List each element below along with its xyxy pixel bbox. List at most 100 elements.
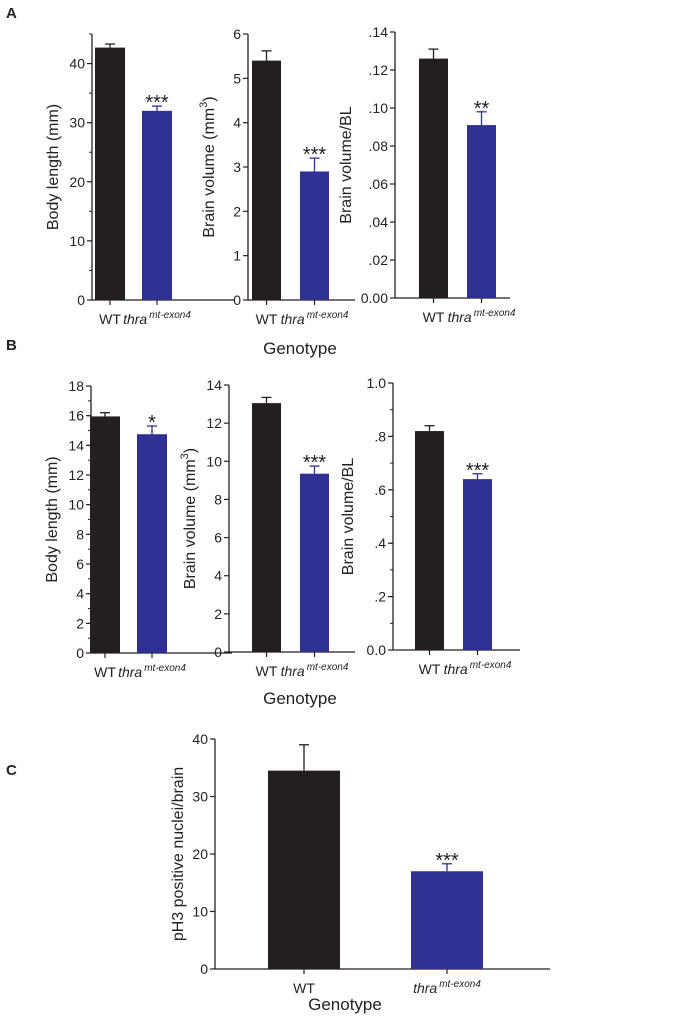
x-tick-label-superscript: mt-exon4	[149, 310, 191, 321]
significance-marker: ***	[435, 850, 459, 872]
y-tick-label: .12	[369, 62, 389, 78]
y-tick-label: 16	[68, 408, 84, 424]
y-tick-label: 12	[68, 467, 84, 483]
x-tick-label-base: thra	[448, 309, 472, 325]
y-tick-label: .2	[374, 589, 386, 605]
y-tick-label: 10	[192, 904, 208, 920]
y-axis-title-text: Brain volume (mm	[201, 108, 218, 238]
y-axis-title-text: Body length (mm)	[44, 456, 61, 582]
bar-mutant	[300, 473, 329, 652]
bar-wt	[90, 416, 120, 653]
y-axis-title: Brain volume/BL	[338, 106, 355, 223]
bar-mutant	[300, 171, 329, 300]
x-tick-label-base: WT	[99, 311, 121, 327]
x-tick-label: WT	[256, 311, 278, 327]
bar-wt	[415, 431, 444, 650]
panel-label-A: A	[6, 5, 17, 22]
x-tick-label: thra mt-exon4	[448, 308, 516, 325]
x-tick-label: thra mt-exon4	[444, 660, 512, 677]
y-tick-label: 14	[206, 377, 222, 393]
y-tick-label: 0.0	[367, 642, 387, 658]
y-tick-label: 0	[233, 292, 241, 308]
x-tick-label-base: thra	[444, 661, 468, 677]
x-tick-label: thra mt-exon4	[123, 310, 191, 327]
bar-mutant	[463, 479, 492, 650]
x-tick-label: WT	[94, 664, 116, 680]
y-tick-label: 1	[233, 248, 241, 264]
bar-wt	[419, 58, 448, 298]
x-tick-label-superscript: mt-exon4	[307, 662, 349, 673]
x-tick-label-base: WT	[293, 980, 315, 996]
bar-mutant	[467, 125, 496, 298]
y-tick-label: .14	[369, 24, 389, 40]
y-axis-title-superscript: 3	[179, 453, 191, 459]
significance-marker: ***	[466, 460, 490, 482]
x-tick-label-base: thra	[118, 664, 142, 680]
bar-mutant	[411, 871, 483, 969]
y-tick-label: 14	[68, 437, 84, 453]
panel-label-C: C	[6, 762, 17, 779]
y-axis-title-text: Body length (mm)	[45, 104, 62, 230]
y-tick-label: 10	[68, 497, 84, 513]
x-tick-label-base: thra	[123, 311, 147, 327]
y-tick-label: 6	[233, 26, 241, 42]
y-tick-label: 30	[192, 789, 208, 805]
y-axis-title-suffix: )	[201, 96, 218, 101]
panel-label-B: B	[6, 337, 17, 354]
x-tick-label-base: WT	[419, 661, 441, 677]
y-axis-title-suffix: )	[182, 448, 199, 453]
x-tick-label-superscript: mt-exon4	[439, 979, 481, 990]
y-tick-label: 0.00	[361, 290, 388, 306]
y-axis-title: Brain volume (mm3)	[179, 448, 199, 589]
y-tick-label: 20	[192, 846, 208, 862]
chart-A-2: 0.00 .02 .04 .06 .08 .10 .12 .14 Brain volume/BL…	[338, 24, 516, 325]
x-tick-label-base: WT	[256, 311, 278, 327]
x-tick-label: thra mt-exon4	[281, 662, 349, 679]
y-tick-label: 6	[76, 556, 84, 572]
x-axis-title: Genotype	[263, 339, 337, 358]
y-tick-label: .8	[374, 428, 386, 444]
x-axis-title: Genotype	[263, 689, 337, 708]
significance-marker: *	[148, 412, 156, 434]
bar-wt	[268, 770, 340, 969]
significance-marker: **	[474, 98, 490, 120]
chart-A-0: 0 10 20 30 40 Body length (mm) WT *** thra mt-exo…	[45, 33, 235, 327]
chart-B-4: 0 2 4 6 8 10 12 14 Brain volume (mm3) WT *** thra mt…	[179, 377, 355, 679]
y-tick-label: 4	[233, 115, 241, 131]
y-tick-label: 1.0	[367, 375, 387, 391]
y-tick-label: 2	[76, 615, 84, 631]
y-tick-label: 40	[69, 56, 85, 72]
x-tick-label-superscript: mt-exon4	[144, 663, 186, 674]
y-tick-label: 0	[214, 644, 222, 660]
x-tick-label: WT	[293, 980, 315, 996]
y-axis-title-superscript: 3	[198, 102, 210, 108]
chart-B-5: 0.0 .2 .4 .6 .8 1.0 Brain volume/BL WT *** thra mt…	[340, 375, 520, 677]
bar-mutant	[137, 434, 167, 653]
y-tick-label: 8	[214, 491, 222, 507]
x-tick-label-base: WT	[423, 309, 445, 325]
y-axis-title: pH3 positive nuclei/brain	[170, 767, 187, 941]
y-tick-label: .10	[369, 100, 389, 116]
y-tick-label: 0	[77, 292, 85, 308]
x-tick-label: WT	[256, 663, 278, 679]
significance-marker: ***	[303, 452, 327, 474]
y-axis-title: Brain volume (mm3)	[198, 96, 218, 237]
chart-C-6: 0 10 20 30 40 pH3 positive nuclei/brain WT *** t…	[170, 731, 550, 996]
y-tick-label: .02	[369, 252, 389, 268]
y-tick-label: 4	[214, 568, 222, 584]
x-tick-label-base: WT	[94, 664, 116, 680]
x-tick-label-base: thra	[281, 663, 305, 679]
x-axis-title: Genotype	[308, 995, 382, 1014]
x-tick-label-superscript: mt-exon4	[307, 310, 349, 321]
y-tick-label: 2	[214, 606, 222, 622]
y-tick-label: 30	[69, 115, 85, 131]
x-tick-label: WT	[99, 311, 121, 327]
x-tick-label-base: WT	[256, 663, 278, 679]
significance-marker: ***	[303, 144, 327, 166]
y-tick-label: 10	[206, 453, 222, 469]
y-tick-label: 4	[76, 586, 84, 602]
y-tick-label: 6	[214, 530, 222, 546]
bar-wt	[252, 403, 281, 652]
